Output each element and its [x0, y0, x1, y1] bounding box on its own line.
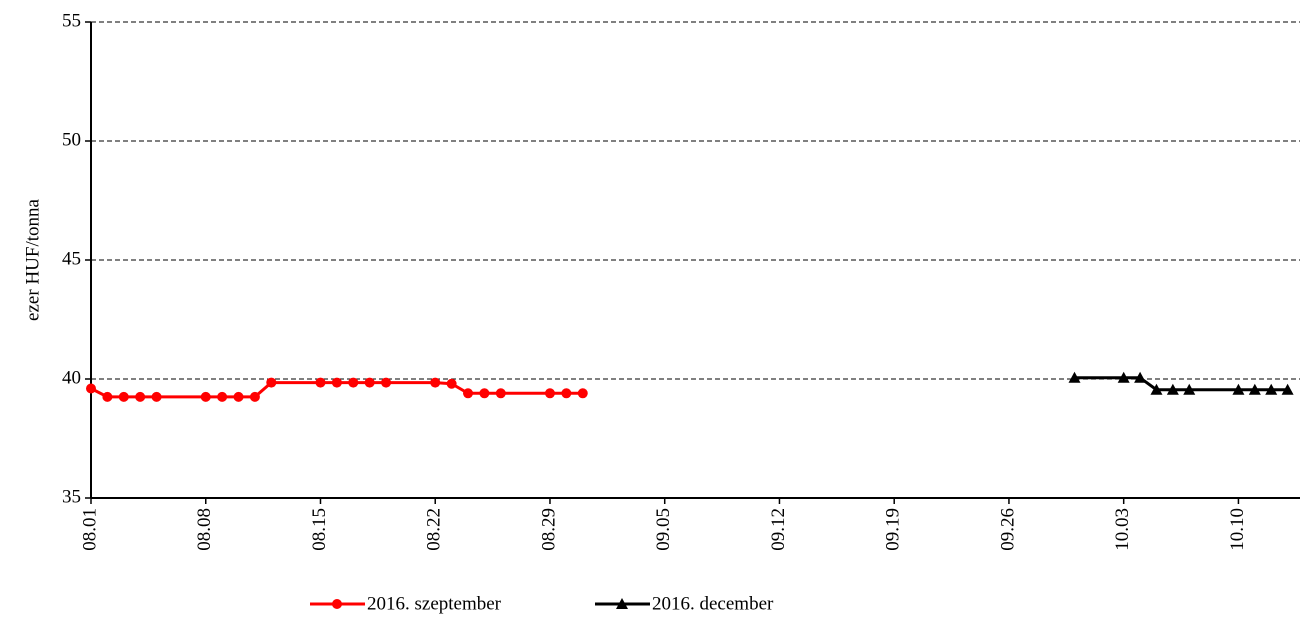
y-axis-label: ezer HUF/tonna	[22, 199, 43, 321]
y-tick-label: 35	[62, 486, 81, 507]
data-point	[315, 377, 326, 388]
x-tick-label: 09.19	[883, 508, 904, 551]
data-point	[1183, 383, 1196, 395]
data-point	[233, 391, 244, 402]
data-point	[102, 391, 113, 402]
data-point	[544, 388, 555, 399]
data-point	[249, 391, 260, 402]
data-point	[1117, 371, 1130, 383]
y-tick-label: 50	[62, 129, 81, 150]
data-point	[1265, 383, 1278, 395]
data-point	[364, 377, 375, 388]
legend-label: 2016. szeptember	[367, 593, 502, 614]
data-point	[446, 378, 457, 389]
data-point	[381, 377, 392, 388]
data-point	[348, 377, 359, 388]
x-tick-label: 08.22	[424, 508, 445, 551]
data-point	[561, 388, 572, 399]
y-tick-label: 55	[62, 10, 81, 31]
data-point	[200, 391, 211, 402]
data-point	[135, 391, 146, 402]
data-point	[1248, 383, 1261, 395]
x-tick-label: 08.29	[538, 508, 559, 551]
data-point	[1150, 383, 1163, 395]
data-point	[430, 377, 441, 388]
data-point	[1281, 383, 1294, 395]
legend-label: 2016. december	[652, 593, 774, 614]
y-tick-label: 40	[62, 367, 81, 388]
data-point	[1134, 371, 1147, 383]
x-tick-label: 08.15	[309, 508, 330, 551]
data-point	[479, 388, 490, 399]
data-point	[217, 391, 228, 402]
data-point	[86, 383, 96, 394]
legend-marker	[616, 598, 628, 609]
x-tick-label: 10.10	[1227, 508, 1248, 551]
x-tick-label: 09.05	[653, 508, 674, 551]
data-point	[266, 377, 277, 388]
data-point	[577, 388, 588, 399]
data-point	[151, 391, 162, 402]
series-line	[1074, 376, 1288, 392]
data-point	[1166, 383, 1179, 395]
data-point	[495, 388, 506, 399]
x-tick-label: 10.03	[1112, 508, 1133, 551]
y-tick-label: 45	[62, 248, 81, 269]
legend-marker	[332, 599, 342, 609]
data-point	[463, 388, 474, 399]
data-point	[1232, 383, 1245, 395]
data-point	[331, 377, 342, 388]
x-tick-label: 09.12	[768, 508, 789, 551]
x-tick-label: 08.01	[79, 508, 100, 551]
data-point	[118, 391, 129, 402]
data-point	[1068, 371, 1081, 383]
x-tick-label: 08.08	[194, 508, 215, 551]
x-tick-label: 09.26	[997, 508, 1018, 551]
